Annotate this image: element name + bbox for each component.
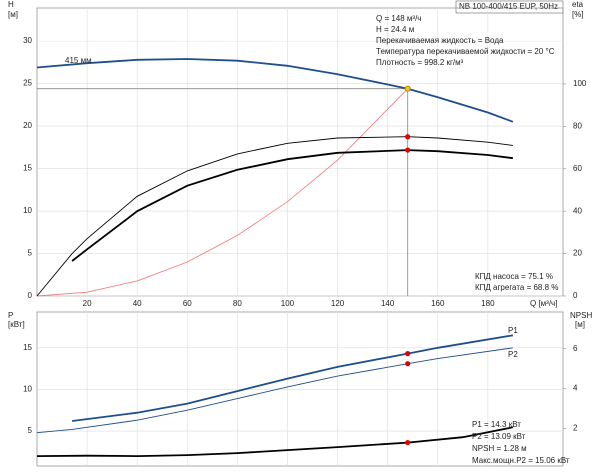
y-tick-label: 5 [28, 249, 33, 258]
curve-label: P2 [508, 350, 518, 359]
x-tick-label: 100 [281, 299, 295, 308]
curve [71, 149, 514, 262]
title-box [455, 0, 564, 14]
y-axis-unit: [кВт] [8, 320, 25, 329]
y2-tick-label: 40 [573, 206, 582, 215]
x-tick-label: 80 [233, 299, 242, 308]
annotation: P2 = 13.09 кВт [472, 432, 526, 441]
x-tick-label: 160 [431, 299, 445, 308]
curve-label: 415 мм [65, 56, 92, 65]
y2-axis-label: NPSH [570, 311, 592, 320]
annotation: Плотность = 998.2 кг/м³ [376, 58, 464, 67]
y2-tick-label: 20 [573, 249, 582, 258]
y2-tick-label: 0 [573, 291, 578, 300]
y-tick-label: 30 [23, 36, 32, 45]
curve [71, 334, 514, 422]
operating-point [405, 361, 411, 367]
y2-tick-label: 80 [573, 121, 582, 130]
y2-tick-label: 4 [573, 384, 578, 393]
y-tick-label: 10 [23, 206, 32, 215]
y-tick-label: 15 [23, 164, 32, 173]
x-axis-label: Q [м³/ч] [530, 299, 557, 308]
x-tick-label: 40 [133, 299, 142, 308]
curve [36, 426, 514, 458]
curve [36, 136, 513, 297]
operating-point [405, 351, 411, 357]
plot-frame [36, 311, 564, 467]
annotation: P1 = 14.3 кВт [472, 420, 521, 429]
y2-tick-label: 60 [573, 164, 582, 173]
y-tick-label: 25 [23, 79, 32, 88]
x-tick-label: 140 [381, 299, 395, 308]
y2-axis-unit: [м] [575, 320, 585, 329]
y-tick-label: 5 [28, 426, 33, 435]
annotation: Q = 148 м³/ч [376, 14, 421, 23]
y-axis-label: H [8, 0, 14, 9]
annotation: NPSH = 1.28 м [472, 444, 527, 453]
y2-axis-unit: [%] [572, 10, 584, 19]
x-tick-label: 60 [183, 299, 192, 308]
y2-axis-label: eta [572, 0, 584, 9]
y-axis-label: P [8, 311, 13, 320]
annotation: H = 24.4 м [376, 25, 414, 34]
y-axis-unit: [м] [8, 10, 18, 19]
y-tick-label: 0 [28, 291, 33, 300]
curve [36, 347, 513, 434]
x-tick-label: 120 [331, 299, 345, 308]
efficiency-label: КПД насоса = 75.1 % [475, 272, 553, 281]
x-tick-label: 180 [481, 299, 495, 308]
y2-tick-label: 2 [573, 423, 578, 432]
y-tick-label: 20 [23, 121, 32, 130]
curve [36, 88, 409, 297]
x-tick-label: 20 [83, 299, 92, 308]
y-tick-label: 15 [23, 343, 32, 352]
y-tick-label: 10 [23, 385, 32, 394]
efficiency-label: КПД агрегата = 68.8 % [475, 283, 558, 292]
annotation: Температура перекачиваемой жидкости = 20… [376, 47, 555, 56]
curve-label: P1 [508, 326, 518, 335]
annotation: Перекачиваемая жидкость = Вода [376, 36, 504, 45]
operating-point [405, 147, 411, 153]
annotation: Макс.мощн.P2 = 15.06 кВт [472, 456, 570, 465]
operating-point [404, 85, 411, 92]
operating-point [405, 439, 411, 446]
y2-tick-label: 100 [573, 79, 587, 88]
curve [36, 58, 514, 123]
chart-title: NB 100-400/415 EUP, 50Hz [459, 2, 558, 11]
operating-point [405, 134, 411, 140]
y2-tick-label: 6 [573, 344, 578, 353]
